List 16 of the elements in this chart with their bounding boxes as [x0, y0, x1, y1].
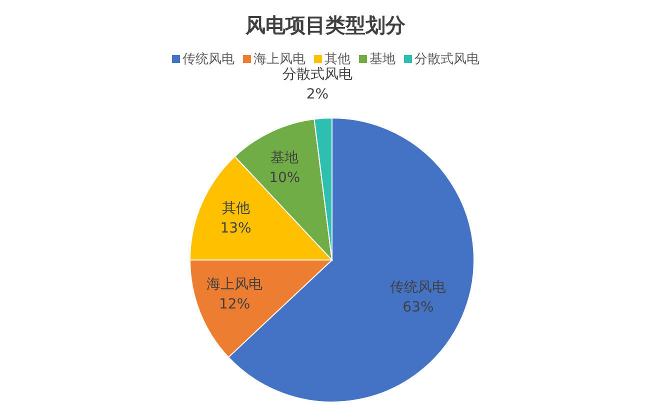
slice-label: 传统风电: [390, 279, 446, 296]
legend-label: 基地: [370, 51, 396, 68]
legend-label: 传统风电: [182, 51, 234, 68]
data-label: 12%: [219, 296, 250, 313]
legend-label: 分散式风电: [414, 51, 480, 68]
legend-label: 海上风电: [254, 51, 306, 67]
slice-label: 基地: [270, 150, 299, 166]
data-label: 2%: [306, 86, 329, 102]
chart-title: 风电项目类型划分: [244, 12, 406, 39]
slice-label: 分散式风电: [282, 66, 352, 82]
data-label: 10%: [269, 170, 300, 186]
data-label: 63%: [402, 299, 434, 316]
slice-label: 海上风电: [206, 276, 263, 293]
data-label: 13%: [220, 220, 252, 237]
legend-label: 其他: [324, 51, 350, 67]
slice-label: 其他: [222, 200, 250, 217]
